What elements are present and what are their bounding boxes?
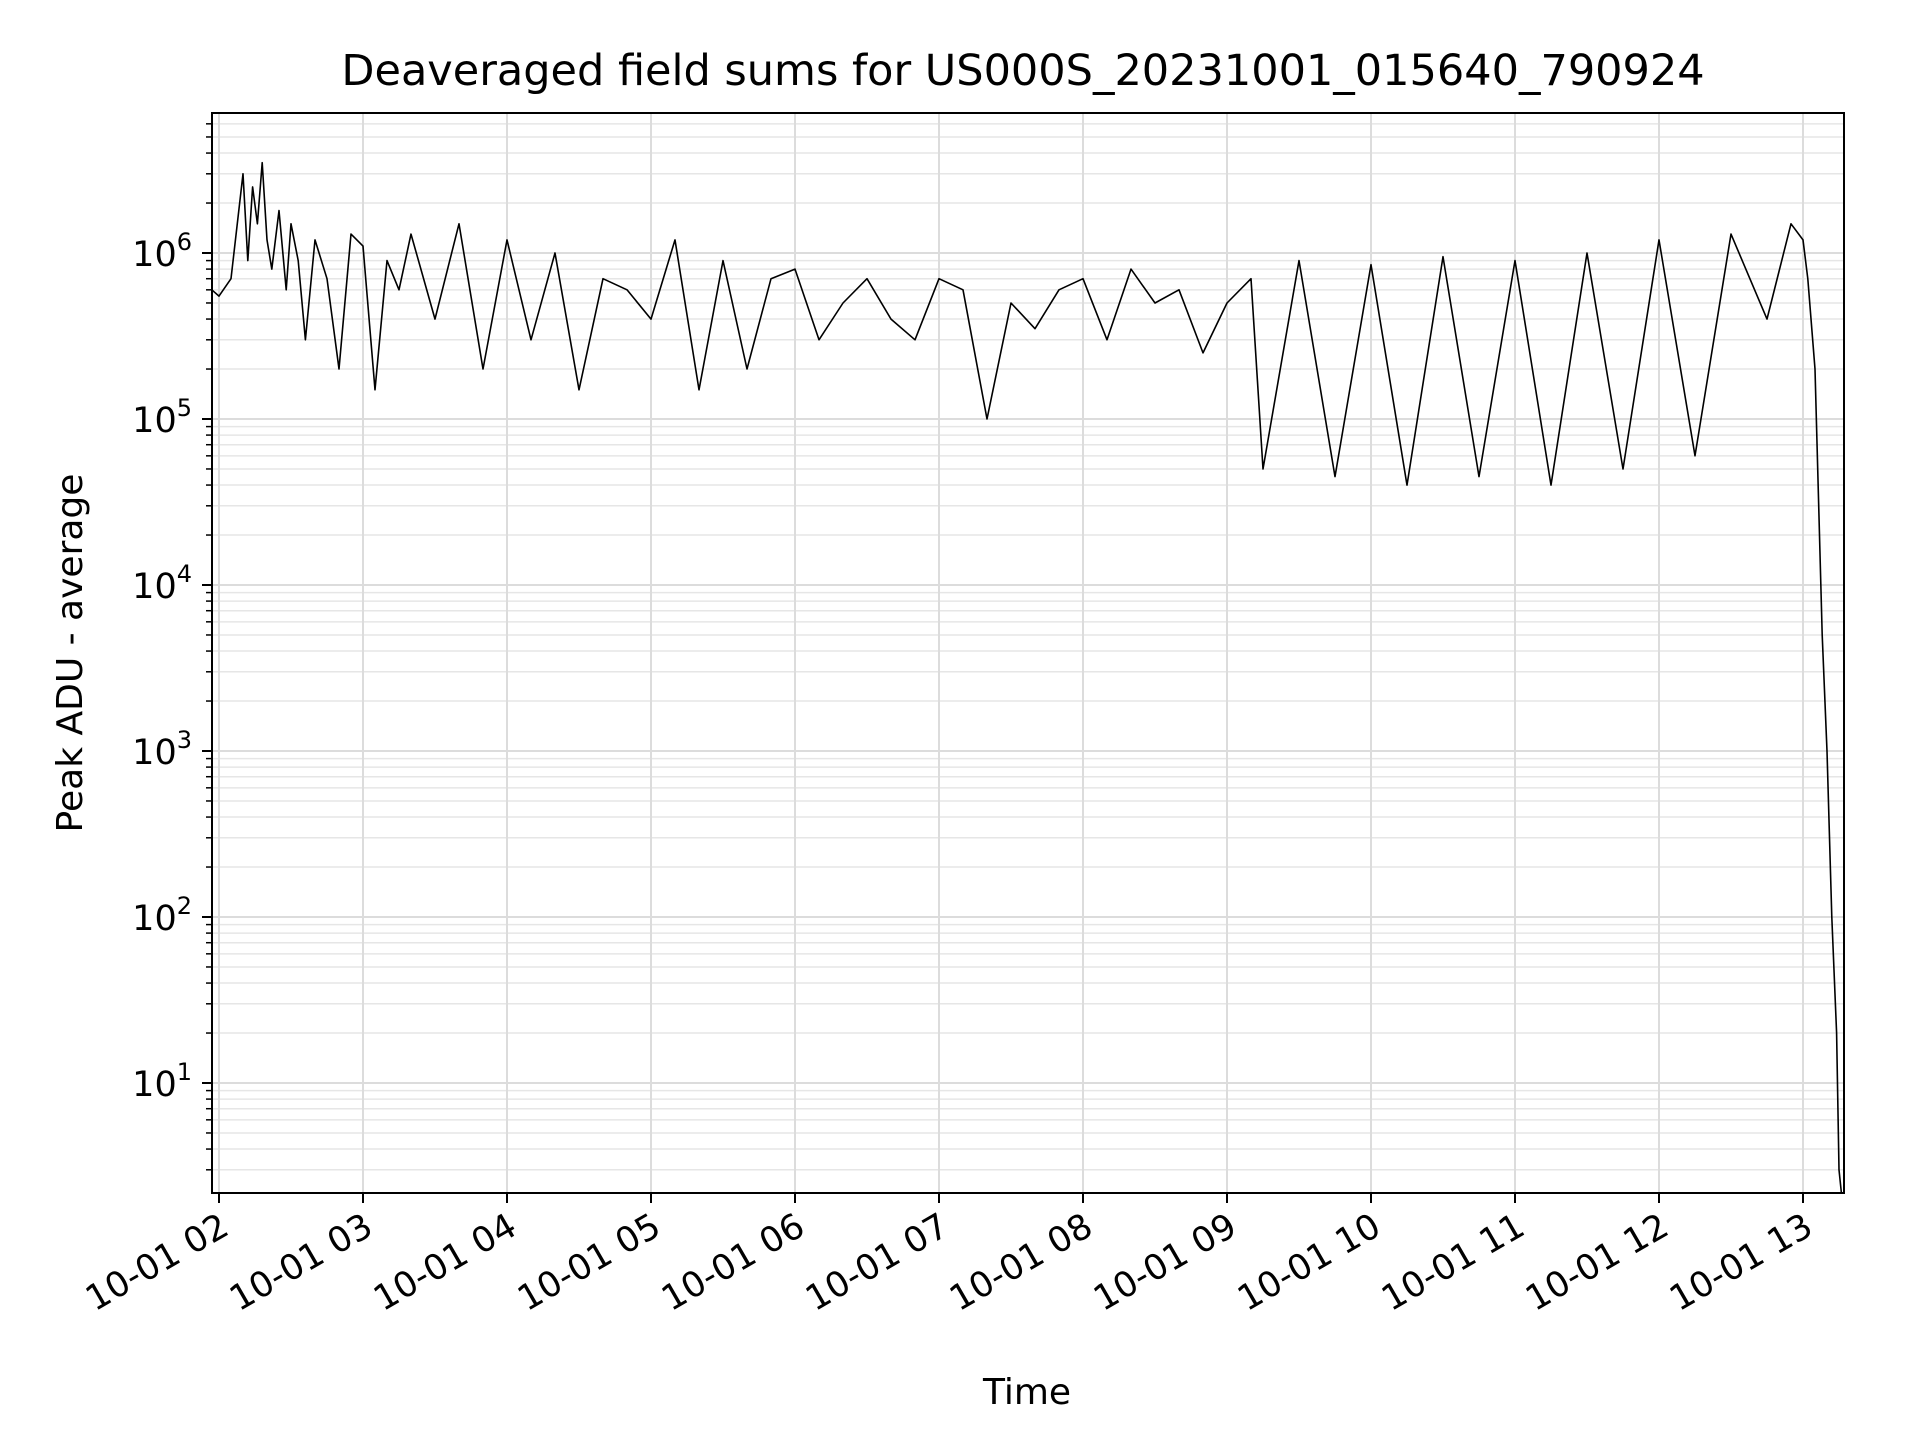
plot-frame <box>211 112 1845 1194</box>
chart-title: Deaveraged field sums for US000S_2023100… <box>341 46 1704 96</box>
x-axis-label: Time <box>982 1372 1071 1413</box>
y-tick-label: 105 <box>132 394 192 441</box>
y-tick-label: 102 <box>132 892 192 939</box>
y-tick-label: 101 <box>132 1058 192 1105</box>
y-tick-label: 103 <box>132 726 192 773</box>
y-axis-label: Peak ADU - average <box>50 474 91 833</box>
y-tick-label: 104 <box>132 560 192 607</box>
y-axis-ticks: 106 105 104 103 102 101 <box>132 123 212 1171</box>
minor-gridlines <box>212 123 1844 1171</box>
series-line <box>211 161 1843 1194</box>
y-tick-label: 106 <box>132 228 192 275</box>
major-gridlines <box>212 113 1844 1193</box>
